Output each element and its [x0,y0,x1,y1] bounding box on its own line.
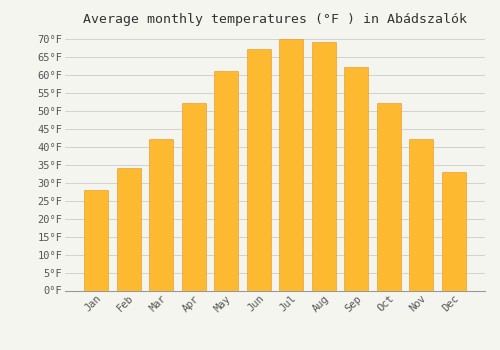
Bar [116,168,141,290]
Bar [376,104,401,290]
Bar [214,71,238,290]
Bar [409,139,434,290]
Title: Average monthly temperatures (°F ) in Abádszalók: Average monthly temperatures (°F ) in Ab… [83,13,467,26]
Bar [312,42,336,290]
Bar [84,190,108,290]
Bar [344,68,368,290]
Bar [182,104,206,290]
Bar [149,139,174,290]
Bar [246,49,271,290]
Bar [279,39,303,290]
Bar [442,172,466,290]
